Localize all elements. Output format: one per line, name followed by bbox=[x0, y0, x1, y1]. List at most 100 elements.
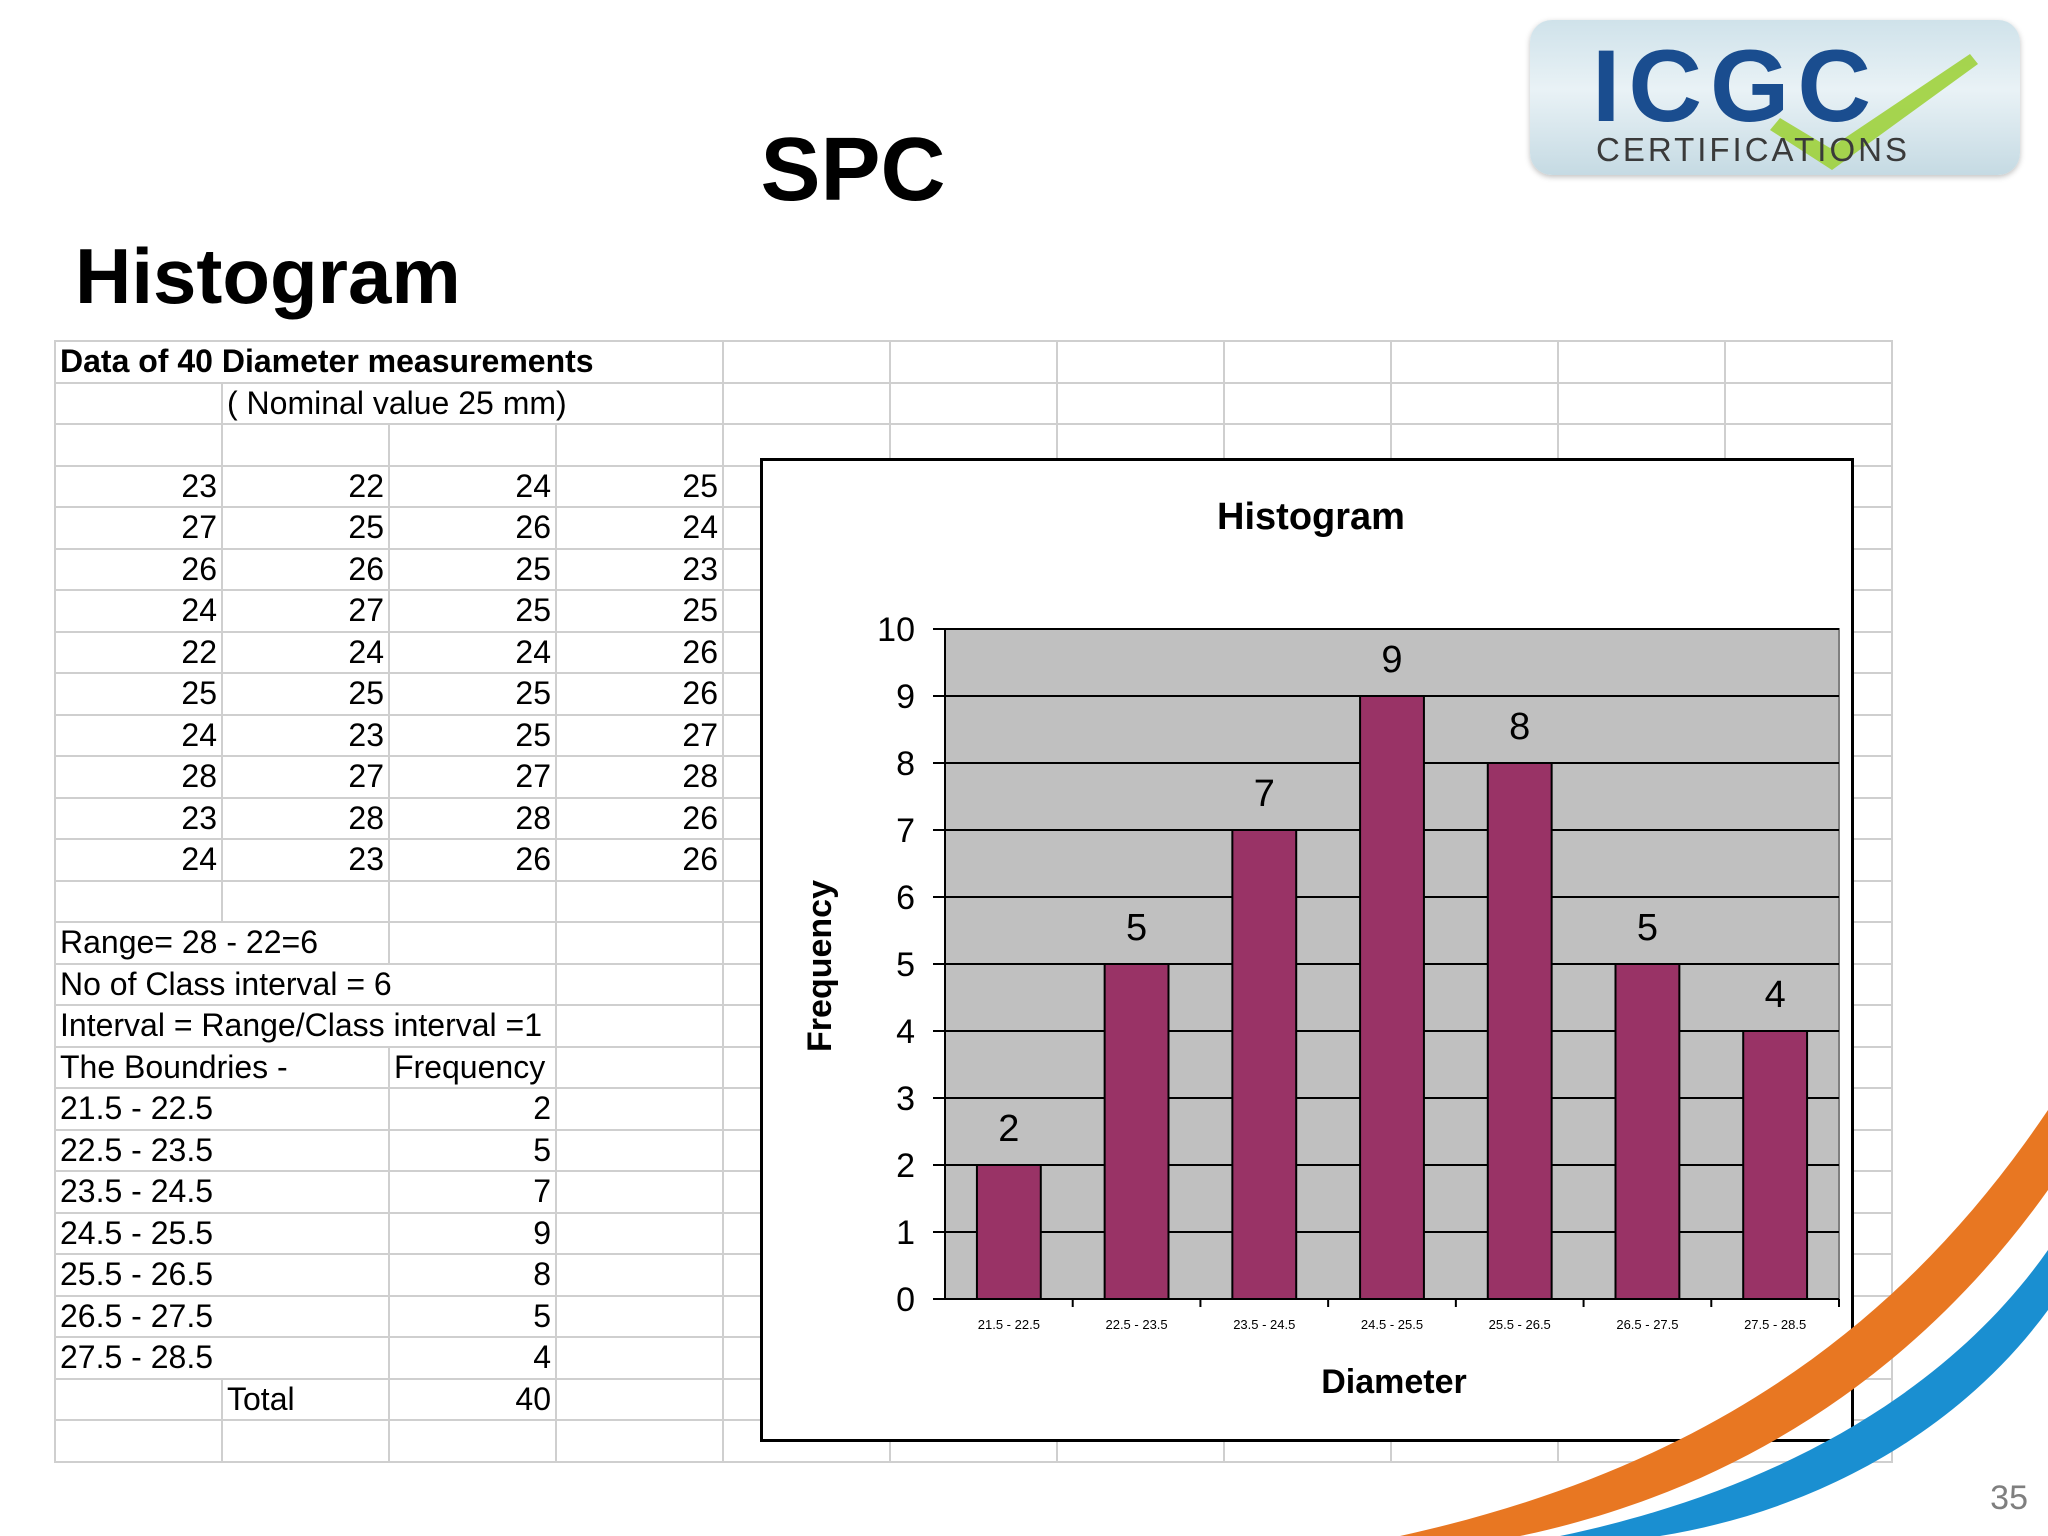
nominal-value: ( Nominal value 25 mm) bbox=[221, 381, 724, 425]
measurement-cell: 23 bbox=[221, 713, 390, 757]
measurement-cell: 25 bbox=[388, 589, 557, 633]
sheet-cell bbox=[388, 921, 557, 965]
frequency-header: Frequency bbox=[388, 1045, 557, 1089]
measurement-cell: 26 bbox=[555, 672, 724, 716]
x-tick-label: 22.5 - 23.5 bbox=[1105, 1317, 1167, 1332]
section-title: Histogram bbox=[75, 232, 461, 320]
sheet-cell bbox=[555, 1336, 724, 1380]
y-tick-label: 2 bbox=[896, 1147, 915, 1185]
boundary-frequency: 7 bbox=[388, 1170, 557, 1214]
sheet-cell bbox=[1056, 340, 1225, 384]
measurement-cell: 25 bbox=[221, 672, 390, 716]
boundary-frequency: 4 bbox=[388, 1336, 557, 1380]
boundary-label: 25.5 - 26.5 bbox=[54, 1253, 390, 1297]
sheet-cell bbox=[1557, 381, 1726, 425]
boundary-label: 24.5 - 25.5 bbox=[54, 1211, 390, 1255]
measurement-cell: 27 bbox=[221, 755, 390, 799]
chart-x-axis-label: Diameter bbox=[1321, 1363, 1467, 1401]
bar bbox=[1103, 963, 1170, 1300]
boundaries-header: The Boundries - bbox=[54, 1045, 390, 1089]
measurement-cell: 25 bbox=[221, 506, 390, 550]
sheet-cell bbox=[1223, 381, 1392, 425]
bar bbox=[1614, 963, 1681, 1300]
boundary-label: 23.5 - 24.5 bbox=[54, 1170, 390, 1214]
bar-data-label: 8 bbox=[1509, 706, 1530, 748]
measurement-cell: 28 bbox=[388, 796, 557, 840]
boundary-label: 22.5 - 23.5 bbox=[54, 1128, 390, 1172]
measurement-cell: 27 bbox=[221, 589, 390, 633]
measurement-cell: 25 bbox=[555, 464, 724, 508]
boundary-frequency: 8 bbox=[388, 1253, 557, 1297]
x-tick-label: 23.5 - 24.5 bbox=[1233, 1317, 1295, 1332]
measurement-cell: 22 bbox=[54, 630, 223, 674]
sheet-cell bbox=[221, 423, 390, 467]
sheet-cell bbox=[555, 1294, 724, 1338]
sheet-cell bbox=[54, 423, 223, 467]
sheet-cell bbox=[555, 921, 724, 965]
measurement-cell: 23 bbox=[555, 547, 724, 591]
measurement-cell: 24 bbox=[388, 464, 557, 508]
sheet-cell bbox=[555, 1087, 724, 1131]
sheet-cell bbox=[555, 1170, 724, 1214]
bar-data-label: 5 bbox=[1637, 907, 1658, 949]
bar-data-label: 9 bbox=[1381, 639, 1402, 681]
y-tick-label: 10 bbox=[877, 611, 915, 649]
sheet-cell bbox=[388, 1419, 557, 1463]
slide-title: SPC bbox=[760, 120, 946, 220]
bar bbox=[1486, 762, 1553, 1300]
sheet-cell bbox=[54, 381, 223, 425]
sheet-cell bbox=[555, 879, 724, 923]
x-tick-label: 26.5 - 27.5 bbox=[1616, 1317, 1678, 1332]
x-tick-label: 27.5 - 28.5 bbox=[1744, 1317, 1806, 1332]
interval-text: Interval = Range/Class interval =1 bbox=[54, 1004, 557, 1048]
measurement-cell: 26 bbox=[388, 838, 557, 882]
measurement-cell: 25 bbox=[388, 713, 557, 757]
measurement-cell: 23 bbox=[221, 838, 390, 882]
y-tick-label: 7 bbox=[896, 812, 915, 850]
measurement-cell: 25 bbox=[388, 672, 557, 716]
sheet-cell bbox=[221, 1419, 390, 1463]
bar-data-label: 5 bbox=[1126, 907, 1147, 949]
measurement-cell: 22 bbox=[221, 464, 390, 508]
boundary-frequency: 2 bbox=[388, 1087, 557, 1131]
sheet-cell bbox=[1724, 340, 1893, 384]
boundary-frequency: 5 bbox=[388, 1294, 557, 1338]
y-tick-label: 5 bbox=[896, 946, 915, 984]
measurement-cell: 24 bbox=[555, 506, 724, 550]
sheet-cell bbox=[221, 879, 390, 923]
total-value: 40 bbox=[388, 1377, 557, 1421]
measurement-cell: 26 bbox=[388, 506, 557, 550]
measurement-cell: 24 bbox=[54, 838, 223, 882]
sheet-cell bbox=[1390, 381, 1559, 425]
measurement-cell: 24 bbox=[221, 630, 390, 674]
measurement-cell: 26 bbox=[54, 547, 223, 591]
sheet-cell bbox=[555, 1211, 724, 1255]
measurement-cell: 27 bbox=[555, 713, 724, 757]
x-tick-label: 21.5 - 22.5 bbox=[978, 1317, 1040, 1332]
checkmark-icon bbox=[1770, 54, 1978, 170]
y-tick-label: 3 bbox=[896, 1080, 915, 1118]
y-tick-label: 0 bbox=[896, 1281, 915, 1319]
measurement-cell: 25 bbox=[388, 547, 557, 591]
boundary-label: 26.5 - 27.5 bbox=[54, 1294, 390, 1338]
sheet-cell bbox=[1557, 340, 1726, 384]
measurement-cell: 25 bbox=[555, 589, 724, 633]
measurement-cell: 28 bbox=[54, 755, 223, 799]
sheet-cell bbox=[555, 1004, 724, 1048]
sheet-cell bbox=[1724, 381, 1893, 425]
sheet-cell bbox=[555, 1377, 724, 1421]
y-tick-label: 8 bbox=[896, 745, 915, 783]
measurement-cell: 24 bbox=[388, 630, 557, 674]
sheet-cell bbox=[1223, 340, 1392, 384]
sheet-cell bbox=[555, 423, 724, 467]
sheet-cell bbox=[722, 381, 891, 425]
chart-y-axis-label: Frequency bbox=[801, 880, 839, 1052]
y-tick-label: 4 bbox=[896, 1013, 915, 1051]
chart-canvas: Histogram Frequency Diameter 0 1 2 3 4 5 6 7 8 9 1… bbox=[801, 496, 1840, 1401]
y-tick-label: 6 bbox=[896, 879, 915, 917]
sheet-cell bbox=[388, 879, 557, 923]
x-tick-label: 25.5 - 26.5 bbox=[1489, 1317, 1551, 1332]
y-tick-label: 9 bbox=[896, 678, 915, 716]
company-logo: ICGC CERTIFICATIONS bbox=[1530, 20, 2020, 175]
boundary-label: 27.5 - 28.5 bbox=[54, 1336, 390, 1380]
